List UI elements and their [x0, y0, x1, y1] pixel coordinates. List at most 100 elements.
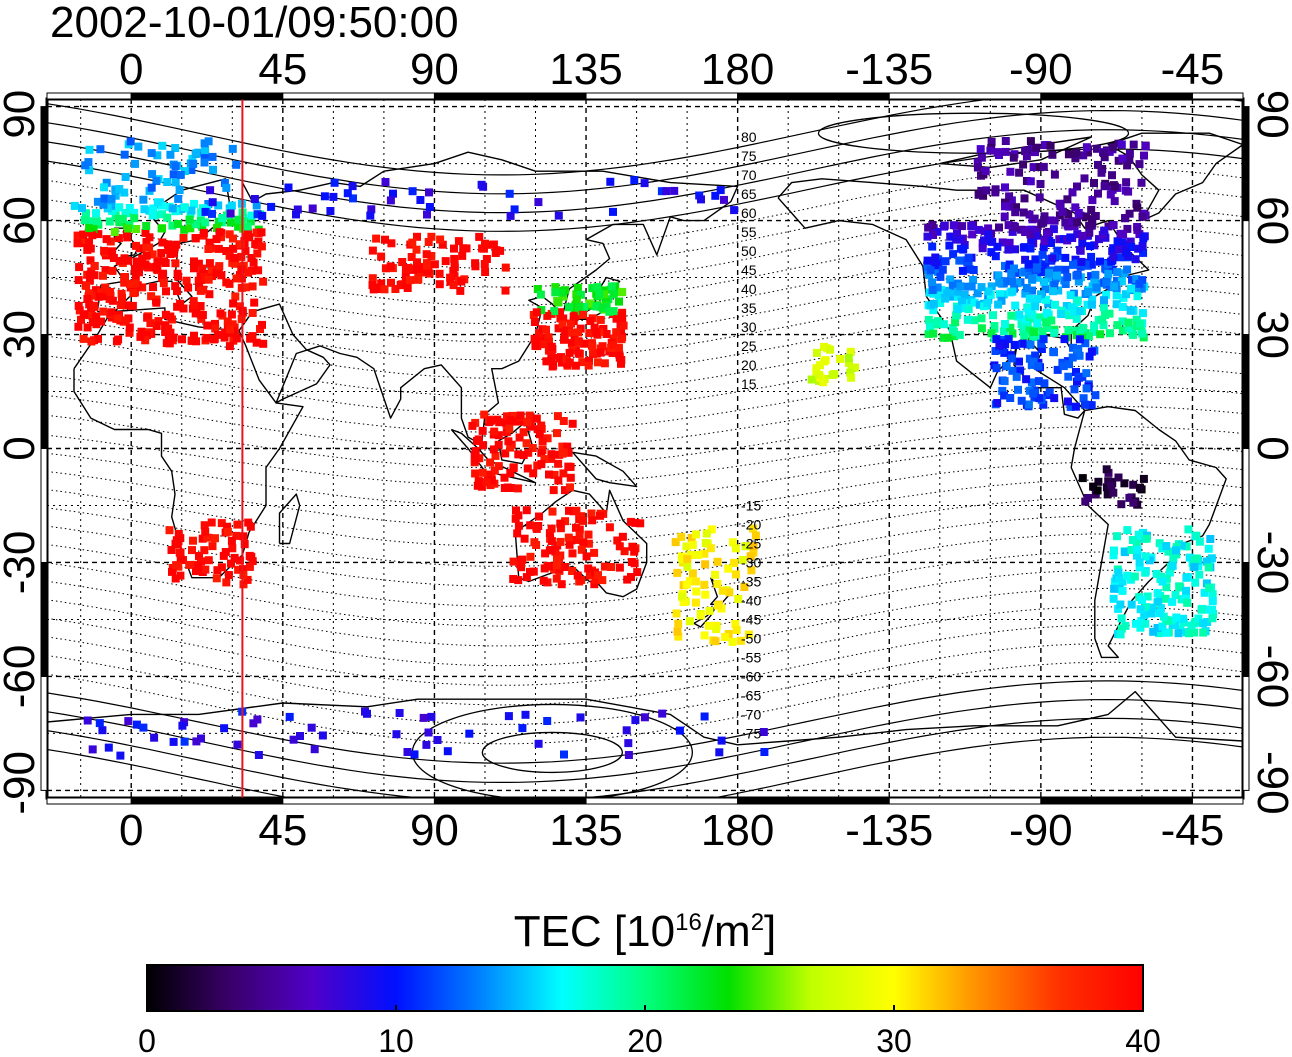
- tec-cell: [523, 464, 532, 473]
- tec-cell: [204, 275, 213, 284]
- tec-cell: [86, 256, 95, 265]
- tec-cell: [221, 328, 230, 337]
- tec-cell: [100, 285, 109, 294]
- tec-cell: [598, 576, 607, 585]
- tec-cell: [1087, 272, 1096, 281]
- tec-cell: [205, 259, 214, 268]
- tec-cell: [576, 290, 585, 299]
- tec-cell: [1126, 306, 1135, 315]
- tec-cell: [1034, 362, 1043, 371]
- magnetic-latitude-label: -60: [741, 668, 761, 684]
- tec-cell: [556, 524, 565, 533]
- tec-cell: [250, 298, 259, 307]
- tec-cell: [222, 183, 231, 192]
- tec-cell: [1135, 160, 1144, 169]
- tec-cell: [97, 317, 105, 326]
- tec-cell: [1182, 586, 1190, 595]
- tec-cell: [582, 552, 591, 561]
- tec-cell: [1116, 253, 1125, 262]
- tec-cell: [963, 258, 972, 267]
- left-lat-label: -60: [0, 645, 44, 709]
- tec-cell: [138, 283, 147, 292]
- tec-cell: [142, 243, 151, 252]
- tec-cell: [401, 272, 410, 281]
- tec-cell: [1112, 300, 1121, 309]
- tec-cell: [1100, 182, 1109, 191]
- tec-cell: [551, 547, 560, 556]
- tec-cell: [532, 414, 541, 423]
- tec-cell: [1108, 143, 1117, 152]
- tec-cell: [500, 473, 509, 482]
- left-lat-label: -30: [0, 531, 44, 595]
- tec-cell: [600, 359, 609, 368]
- tec-cell: [547, 342, 556, 351]
- tec-cell: [1136, 605, 1145, 614]
- tec-cell: [179, 233, 188, 242]
- tec-cell: [1098, 315, 1107, 324]
- tec-cell: [113, 314, 122, 323]
- tec-cell: [137, 327, 146, 336]
- tec-cell: [551, 288, 560, 297]
- map-title: 2002-10-01/09:50:00: [50, 0, 459, 47]
- colorbar: [146, 964, 1144, 1012]
- tec-cell: [1104, 269, 1113, 278]
- tec-cell: [533, 461, 542, 470]
- tec-cell: [1102, 465, 1111, 474]
- tec-cell: [1168, 597, 1177, 606]
- tec-cell: [1125, 149, 1134, 158]
- tec-cell: [489, 445, 498, 454]
- tec-cell: [749, 542, 758, 551]
- tec-cell: [1090, 241, 1099, 250]
- top-lon-label: 90: [410, 45, 459, 94]
- tec-cell: [598, 342, 607, 351]
- tec-cell: [248, 332, 257, 341]
- tec-cell: [1045, 236, 1054, 245]
- tec-cell: [1127, 284, 1135, 293]
- tec-cell: [711, 637, 720, 646]
- tec-cell: [1204, 544, 1213, 553]
- tec-cell: [592, 302, 601, 311]
- tec-cell: [211, 324, 220, 333]
- tec-cell: [409, 265, 418, 274]
- tec-cell: [1049, 225, 1058, 234]
- tec-cell: [501, 263, 510, 272]
- tec-cell: [208, 198, 217, 207]
- tec-cell: [701, 590, 710, 599]
- tec-cell: [98, 726, 107, 735]
- tec-cell: [562, 327, 571, 335]
- tec-cell: [478, 426, 487, 435]
- tec-cell: [124, 256, 132, 265]
- tec-cell: [1072, 218, 1081, 227]
- tec-cell: [99, 271, 107, 280]
- tec-cell: [160, 257, 168, 266]
- tec-cell: [938, 265, 947, 274]
- tec-cell: [606, 177, 615, 186]
- tec-cell: [329, 192, 338, 201]
- tec-cell: [1017, 320, 1026, 329]
- tec-cell: [1026, 340, 1035, 349]
- tec-cell: [395, 709, 404, 717]
- tec-cell: [171, 162, 180, 171]
- magnetic-latitude-label: -70: [741, 706, 761, 722]
- tec-cell: [736, 636, 745, 645]
- tec-cell: [1202, 579, 1211, 588]
- tec-cell: [1039, 162, 1048, 171]
- tec-cell: [992, 335, 1001, 344]
- tec-cell: [169, 333, 178, 342]
- colorbar-tick-label: 40: [1125, 1023, 1161, 1057]
- tec-cell: [494, 431, 503, 440]
- tec-cell: [1046, 141, 1055, 150]
- tec-cell: [91, 286, 100, 295]
- tec-cell: [554, 476, 563, 485]
- tec-cell: [257, 242, 266, 251]
- tec-cell: [1114, 245, 1123, 254]
- tec-cell: [187, 166, 196, 174]
- tec-cell: [1125, 209, 1134, 218]
- tec-cell: [193, 564, 202, 573]
- tec-cell: [1081, 497, 1090, 506]
- tec-cell: [198, 311, 207, 319]
- tec-cell: [1122, 290, 1130, 299]
- tec-cell: [529, 469, 538, 478]
- magnetic-latitude-labels: 8075706560555045403530252015-15-20-25-30…: [741, 129, 761, 741]
- tec-cell: [520, 534, 529, 543]
